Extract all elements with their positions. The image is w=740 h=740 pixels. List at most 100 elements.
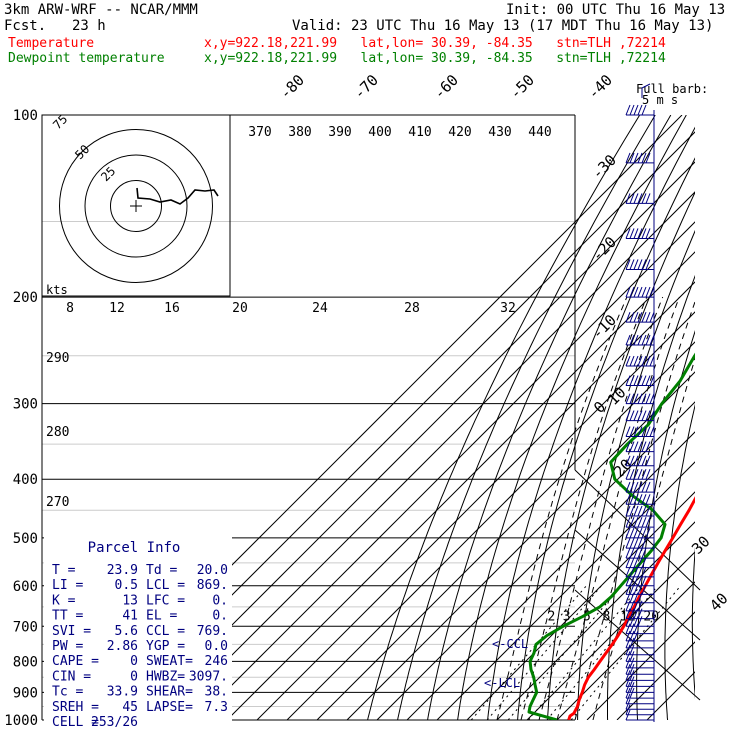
wind-barb-feather xyxy=(625,657,631,669)
wind-barb-feather xyxy=(625,104,631,116)
wind-barb-feather xyxy=(637,259,643,270)
dry-adiabat xyxy=(607,274,695,720)
wind-barb-feather xyxy=(641,455,647,466)
wind-barb xyxy=(625,152,654,164)
wind-barb-feather xyxy=(625,682,631,693)
wind-barb-feather xyxy=(641,104,647,116)
theta-label: 380 xyxy=(288,125,311,140)
wind-barb xyxy=(625,375,655,387)
wind-barb-feather xyxy=(629,481,635,493)
wind-barb-feather xyxy=(625,193,631,204)
wind-barb-feather xyxy=(633,527,639,539)
wind-barb-feather xyxy=(625,699,631,710)
parcel-info-key: LI = xyxy=(52,578,83,593)
mixing-ratio-line xyxy=(528,585,641,720)
wind-barb-feather xyxy=(629,441,635,452)
parcel-info-key: SVI = xyxy=(52,624,91,639)
init-time: Init: 00 UTC Thu 16 May 13 xyxy=(506,2,726,18)
wind-barb xyxy=(625,687,654,699)
wind-barb-feather xyxy=(645,375,651,386)
wind-barb-feather xyxy=(625,469,631,480)
wind-barb-feather xyxy=(645,259,651,270)
isotherm-line xyxy=(136,161,695,720)
parcel-info-value: 20.0 xyxy=(197,563,228,578)
wind-barb-feather xyxy=(641,469,647,480)
dry-adiabat xyxy=(664,403,695,720)
wind-barb xyxy=(625,193,654,204)
parcel-info-title: Parcel Info xyxy=(88,540,181,556)
parcel-info-key: SREH = xyxy=(52,700,99,715)
wind-barb-feather xyxy=(625,664,631,675)
dry-adiabat xyxy=(719,115,740,733)
wind-barb-feather xyxy=(641,375,647,386)
parcel-info-key: LAPSE= xyxy=(146,700,193,715)
dry-adiabat xyxy=(487,126,695,720)
wind-barb-feather xyxy=(629,664,635,675)
moist-adiabat xyxy=(538,296,664,720)
wind-barb-feather xyxy=(629,286,635,298)
wind-barb-feather xyxy=(625,311,631,323)
wind-barb-feather xyxy=(645,527,651,539)
parcel-info-key: PW = xyxy=(52,639,83,654)
wind-barb xyxy=(625,355,655,367)
wind-barb-feather xyxy=(649,355,655,367)
parcel-info-key: CAPE = xyxy=(52,654,99,669)
parcel-info-value: 0 xyxy=(130,669,138,684)
speed-axis-label: 16 xyxy=(164,301,180,316)
wind-barb-feather xyxy=(637,557,643,568)
parcel-info-value: 7.3 xyxy=(205,700,228,715)
wind-barb xyxy=(625,664,654,675)
wind-barb xyxy=(625,334,655,346)
wind-barb xyxy=(625,393,655,405)
parcel-info-key: HWBZ= xyxy=(146,669,185,684)
pressure-tick-label: 1000 xyxy=(4,713,38,729)
wind-barb-feather xyxy=(649,286,655,298)
speed-axis-label: 12 xyxy=(109,301,125,316)
wind-barb-feather xyxy=(629,355,635,367)
wind-barb-feather xyxy=(629,687,635,699)
wind-barb-feather xyxy=(629,516,635,528)
wind-barb-feather xyxy=(641,527,647,539)
mixing-ratio-line xyxy=(570,585,681,720)
wind-barb-feather xyxy=(645,516,651,528)
wind-barb-feather xyxy=(641,393,647,404)
wind-barb-feather xyxy=(637,193,643,204)
wind-barb-feather xyxy=(629,623,635,634)
wind-barb-feather xyxy=(629,311,635,323)
wind-barb-feather xyxy=(629,630,635,642)
pressure-tick-label: 500 xyxy=(13,531,38,547)
forecast-value: 23 h xyxy=(72,18,106,34)
wind-barb-feather xyxy=(633,481,639,493)
isotherm-line xyxy=(376,401,695,720)
wind-barb-feather xyxy=(633,286,639,298)
wind-barb-feather xyxy=(625,334,631,346)
wind-barb-feather xyxy=(629,455,635,466)
wind-barb xyxy=(625,311,655,323)
wind-barb-feather xyxy=(629,259,635,270)
legend-dewpoint-name: Dewpoint temperature xyxy=(8,51,165,66)
theta-label: 390 xyxy=(328,125,351,140)
hodograph-units-label: kts xyxy=(46,283,68,297)
wind-barb-feather xyxy=(625,651,631,662)
wind-barb-feather xyxy=(629,527,635,539)
parcel-info-value: 38. xyxy=(205,685,228,700)
pressure-tick-label: 100 xyxy=(13,108,38,124)
wind-barb-feather xyxy=(625,355,631,367)
wind-barb-feather xyxy=(625,575,631,586)
left-theta-label: 270 xyxy=(46,495,69,510)
lcl-label: <-LCL xyxy=(484,676,520,690)
hodograph-ring xyxy=(59,129,213,283)
wind-barb-feather xyxy=(625,426,631,437)
wind-barb-feather xyxy=(625,693,631,704)
wind-barb-feather xyxy=(637,527,643,539)
wind-barb-feather xyxy=(629,575,635,586)
wind-barb-feather xyxy=(625,616,631,627)
isotherm-label: -70 xyxy=(350,71,382,103)
wind-barb-feather xyxy=(641,259,647,270)
dry-adiabat xyxy=(577,229,695,720)
wind-barb-feather xyxy=(625,687,631,699)
wind-barb-feather xyxy=(637,455,643,466)
wind-barb-feather xyxy=(637,311,643,323)
parcel-info-value: 0.0 xyxy=(205,639,228,654)
parcel-info-key: K = xyxy=(52,593,76,608)
